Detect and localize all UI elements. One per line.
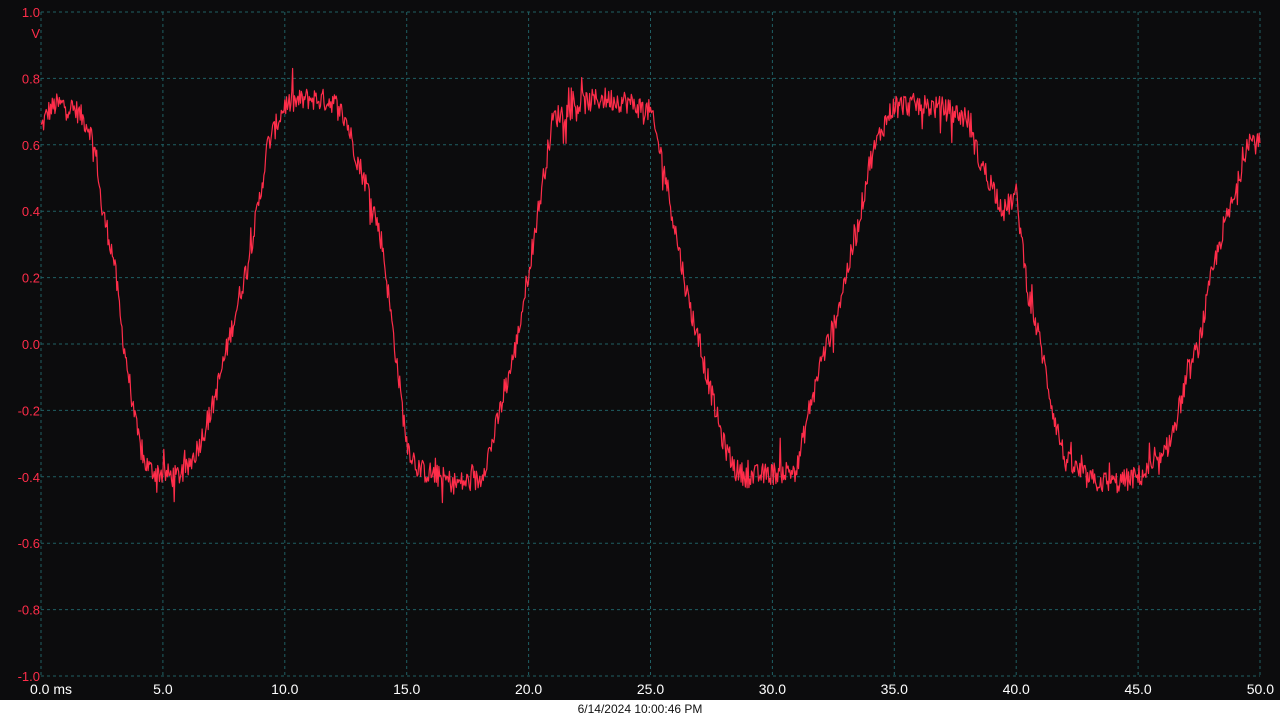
x-tick-label: 15.0 (393, 681, 420, 697)
x-tick-label: 10.0 (271, 681, 298, 697)
x-tick-label: 35.0 (881, 681, 908, 697)
x-tick-label: 0.0 ms (30, 681, 72, 697)
y-tick-label: -0.2 (18, 403, 40, 418)
y-axis: 1.0 0.8 0.6 0.4 0.2 0.0 -0.2 -0.4 -0.6 -0.8 -1.0 V (18, 5, 41, 684)
x-tick-label: 20.0 (515, 681, 542, 697)
scope-display: 1.0 0.8 0.6 0.4 0.2 0.0 -0.2 -0.4 -0.6 -0.8 -1.0 V … (0, 0, 1280, 700)
y-tick-label: 0.0 (22, 337, 40, 352)
grid (40, 11, 1261, 677)
x-tick-label: 25.0 (637, 681, 664, 697)
y-tick-label: 0.8 (22, 71, 40, 86)
y-axis-unit: V (31, 26, 40, 41)
y-tick-label: -1.0 (18, 669, 40, 684)
y-tick-label: 0.6 (22, 138, 40, 153)
y-tick-label: -0.4 (18, 470, 40, 485)
x-tick-label: 40.0 (1003, 681, 1030, 697)
y-tick-label: 1.0 (22, 5, 40, 20)
x-tick-label: 45.0 (1124, 681, 1151, 697)
x-tick-label: 50.0 (1247, 681, 1274, 697)
y-tick-label: 0.4 (22, 204, 40, 219)
y-tick-label: -0.6 (18, 536, 40, 551)
waveform-chart: 1.00.80.60.40.20.0-0.2-0.4-0.6-0.8-1.0V … (18, 5, 1275, 697)
trace-group (40, 67, 1261, 504)
waveform-trace (40, 67, 1261, 504)
y-tick-label: -0.8 (18, 603, 40, 618)
timestamp: 6/14/2024 10:00:46 PM (577, 702, 703, 716)
x-tick-label: 30.0 (759, 681, 786, 697)
x-axis: 0.0 ms 5.0 10.0 15.0 20.0 25.0 30.0 35.0 40.0 45.… (30, 681, 1274, 697)
x-tick-label: 5.0 (153, 681, 173, 697)
y-tick-label: 0.2 (22, 271, 40, 286)
footer-bar: 6/14/2024 10:00:46 PM (0, 700, 1280, 720)
